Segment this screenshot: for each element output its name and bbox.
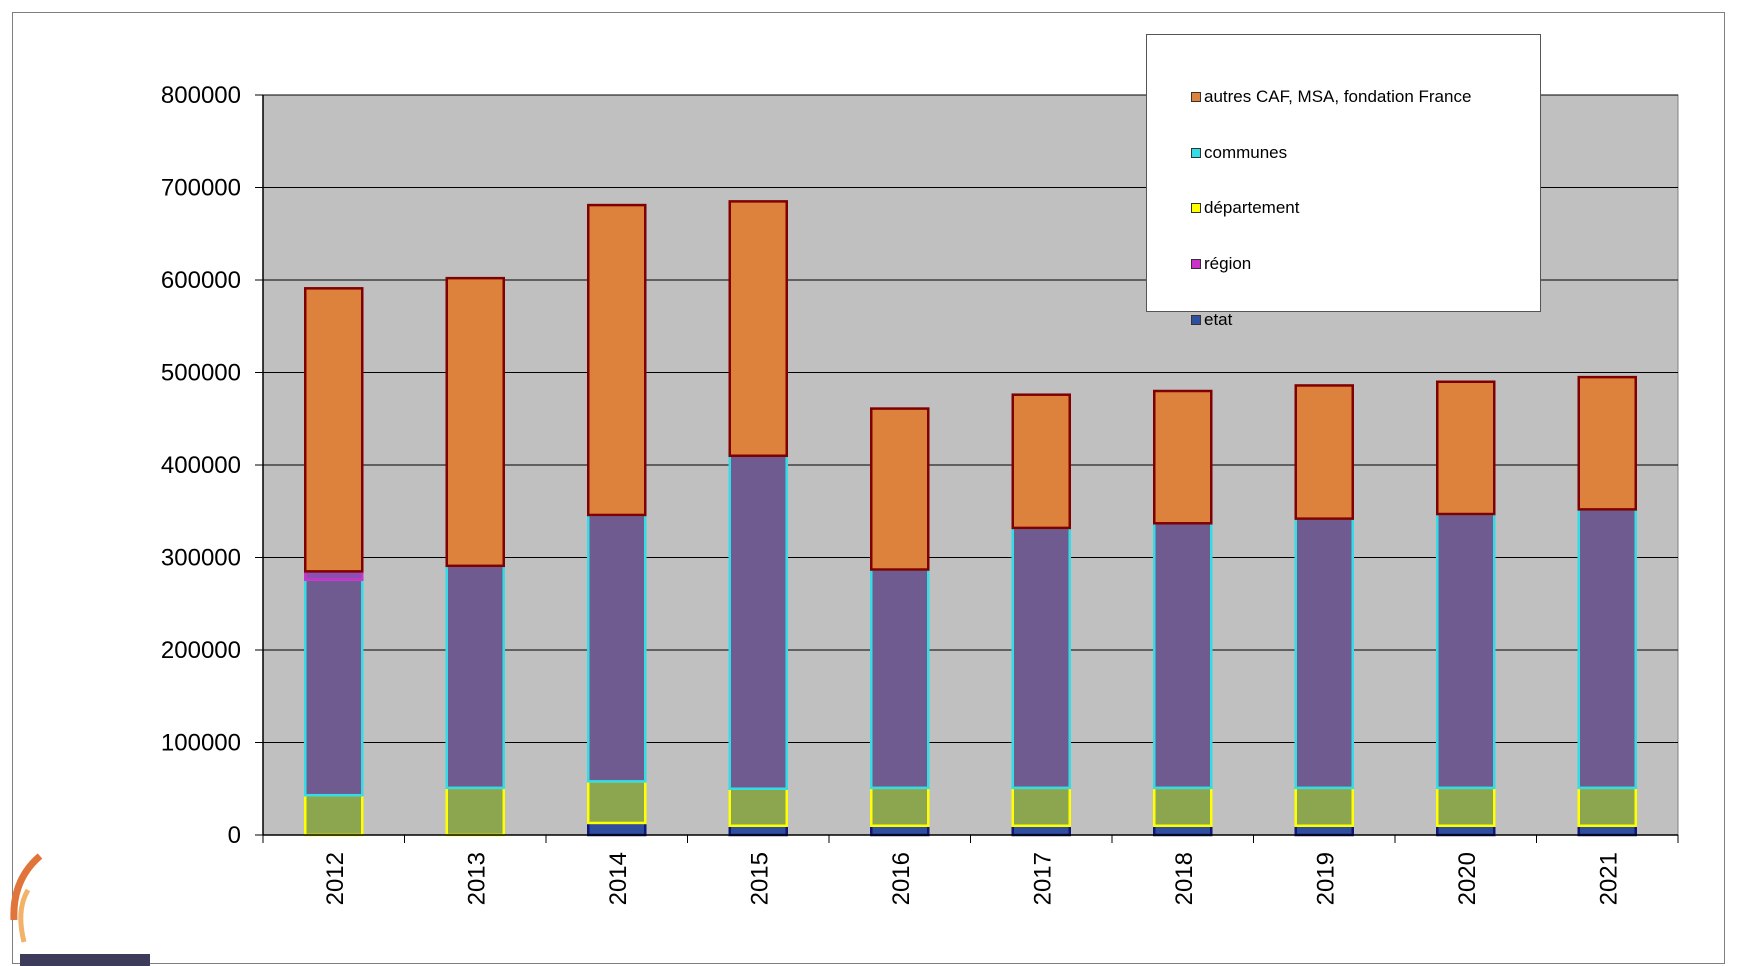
- bar-segment: [728, 824, 788, 837]
- bar-segment: [870, 786, 930, 828]
- y-tick-label: 100000: [161, 730, 241, 757]
- legend-swatch: [1191, 148, 1201, 158]
- bar-segment: [1011, 786, 1071, 828]
- bar-segment: [728, 787, 788, 827]
- legend-label: communes: [1204, 143, 1288, 162]
- legend-label: etat: [1204, 310, 1233, 329]
- bar-segment: [1577, 824, 1637, 837]
- legend-item-communes: communes: [1191, 141, 1287, 165]
- legend: autres CAF, MSA, fondation France commun…: [1146, 34, 1541, 329]
- bar-segment: [1011, 393, 1071, 530]
- bar-segment: [1153, 522, 1213, 790]
- legend-item-autres: autres CAF, MSA, fondation France: [1191, 85, 1471, 109]
- x-tick-label: 2013: [463, 852, 490, 905]
- bar-segment: [1153, 786, 1213, 828]
- x-tick-label: 2015: [746, 852, 773, 905]
- y-tick-label: 200000: [161, 637, 241, 664]
- x-tick-label: 2020: [1454, 852, 1481, 905]
- bars: [304, 200, 1637, 837]
- y-tick-label: 800000: [161, 82, 241, 109]
- y-tick-label: 700000: [161, 175, 241, 202]
- bar-segment: [870, 407, 930, 571]
- y-tick-label: 600000: [161, 267, 241, 294]
- y-tick-label: 0: [228, 822, 241, 849]
- bar-segment: [1294, 824, 1354, 837]
- bar-segment: [1577, 375, 1637, 511]
- bar-segment: [1011, 824, 1071, 837]
- bar-segment: [1153, 389, 1213, 525]
- legend-label: autres CAF, MSA, fondation France: [1204, 87, 1472, 106]
- bar-segment: [587, 821, 647, 837]
- bar-segment: [1294, 517, 1354, 790]
- bar-segment: [1436, 824, 1496, 837]
- bar-segment: [445, 276, 505, 568]
- y-tick-label: 500000: [161, 360, 241, 387]
- x-tick-label: 2017: [1029, 852, 1056, 905]
- legend-label: région: [1204, 254, 1252, 273]
- bar-segment: [870, 824, 930, 837]
- legend-swatch: [1191, 92, 1201, 102]
- bar-segment: [304, 793, 364, 837]
- bar-segment: [1294, 786, 1354, 828]
- x-tick-label: 2012: [322, 852, 349, 905]
- bar-segment: [1436, 786, 1496, 828]
- x-tick-label: 2014: [605, 852, 632, 905]
- x-tick-label: 2016: [888, 852, 915, 905]
- bar-segment: [304, 578, 364, 797]
- bar-segment: [1011, 526, 1071, 790]
- bar-segment: [587, 203, 647, 517]
- legend-item-etat: etat: [1191, 308, 1232, 332]
- y-tick-label: 400000: [161, 452, 241, 479]
- bar-segment: [587, 780, 647, 825]
- bar-segment: [587, 513, 647, 783]
- bar-segment: [1577, 508, 1637, 790]
- axes: 0 100000 200000 300000 400000 500000 600000 700…: [161, 82, 1679, 905]
- bar-segment: [870, 568, 930, 790]
- legend-swatch: [1191, 259, 1201, 269]
- legend-item-departement: département: [1191, 196, 1299, 220]
- bar-segment: [728, 454, 788, 790]
- bar-segment: [1153, 824, 1213, 837]
- bar-segment: [1436, 512, 1496, 790]
- bar-segment: [1436, 380, 1496, 516]
- legend-label: département: [1204, 198, 1300, 217]
- bar-segment: [445, 564, 505, 790]
- legend-item-region: région: [1191, 252, 1251, 276]
- bar-segment: [304, 287, 364, 573]
- x-tick-label: 2021: [1595, 852, 1622, 905]
- bar-segment: [445, 786, 505, 837]
- x-tick-label: 2018: [1171, 852, 1198, 905]
- legend-swatch: [1191, 203, 1201, 213]
- y-tick-label: 300000: [161, 545, 241, 572]
- logo-fragment-icon: [10, 853, 150, 966]
- bar-segment: [1577, 786, 1637, 828]
- x-tick-label: 2019: [1312, 852, 1339, 905]
- bar-segment: [1294, 384, 1354, 520]
- legend-swatch: [1191, 315, 1201, 325]
- bar-segment: [728, 200, 788, 457]
